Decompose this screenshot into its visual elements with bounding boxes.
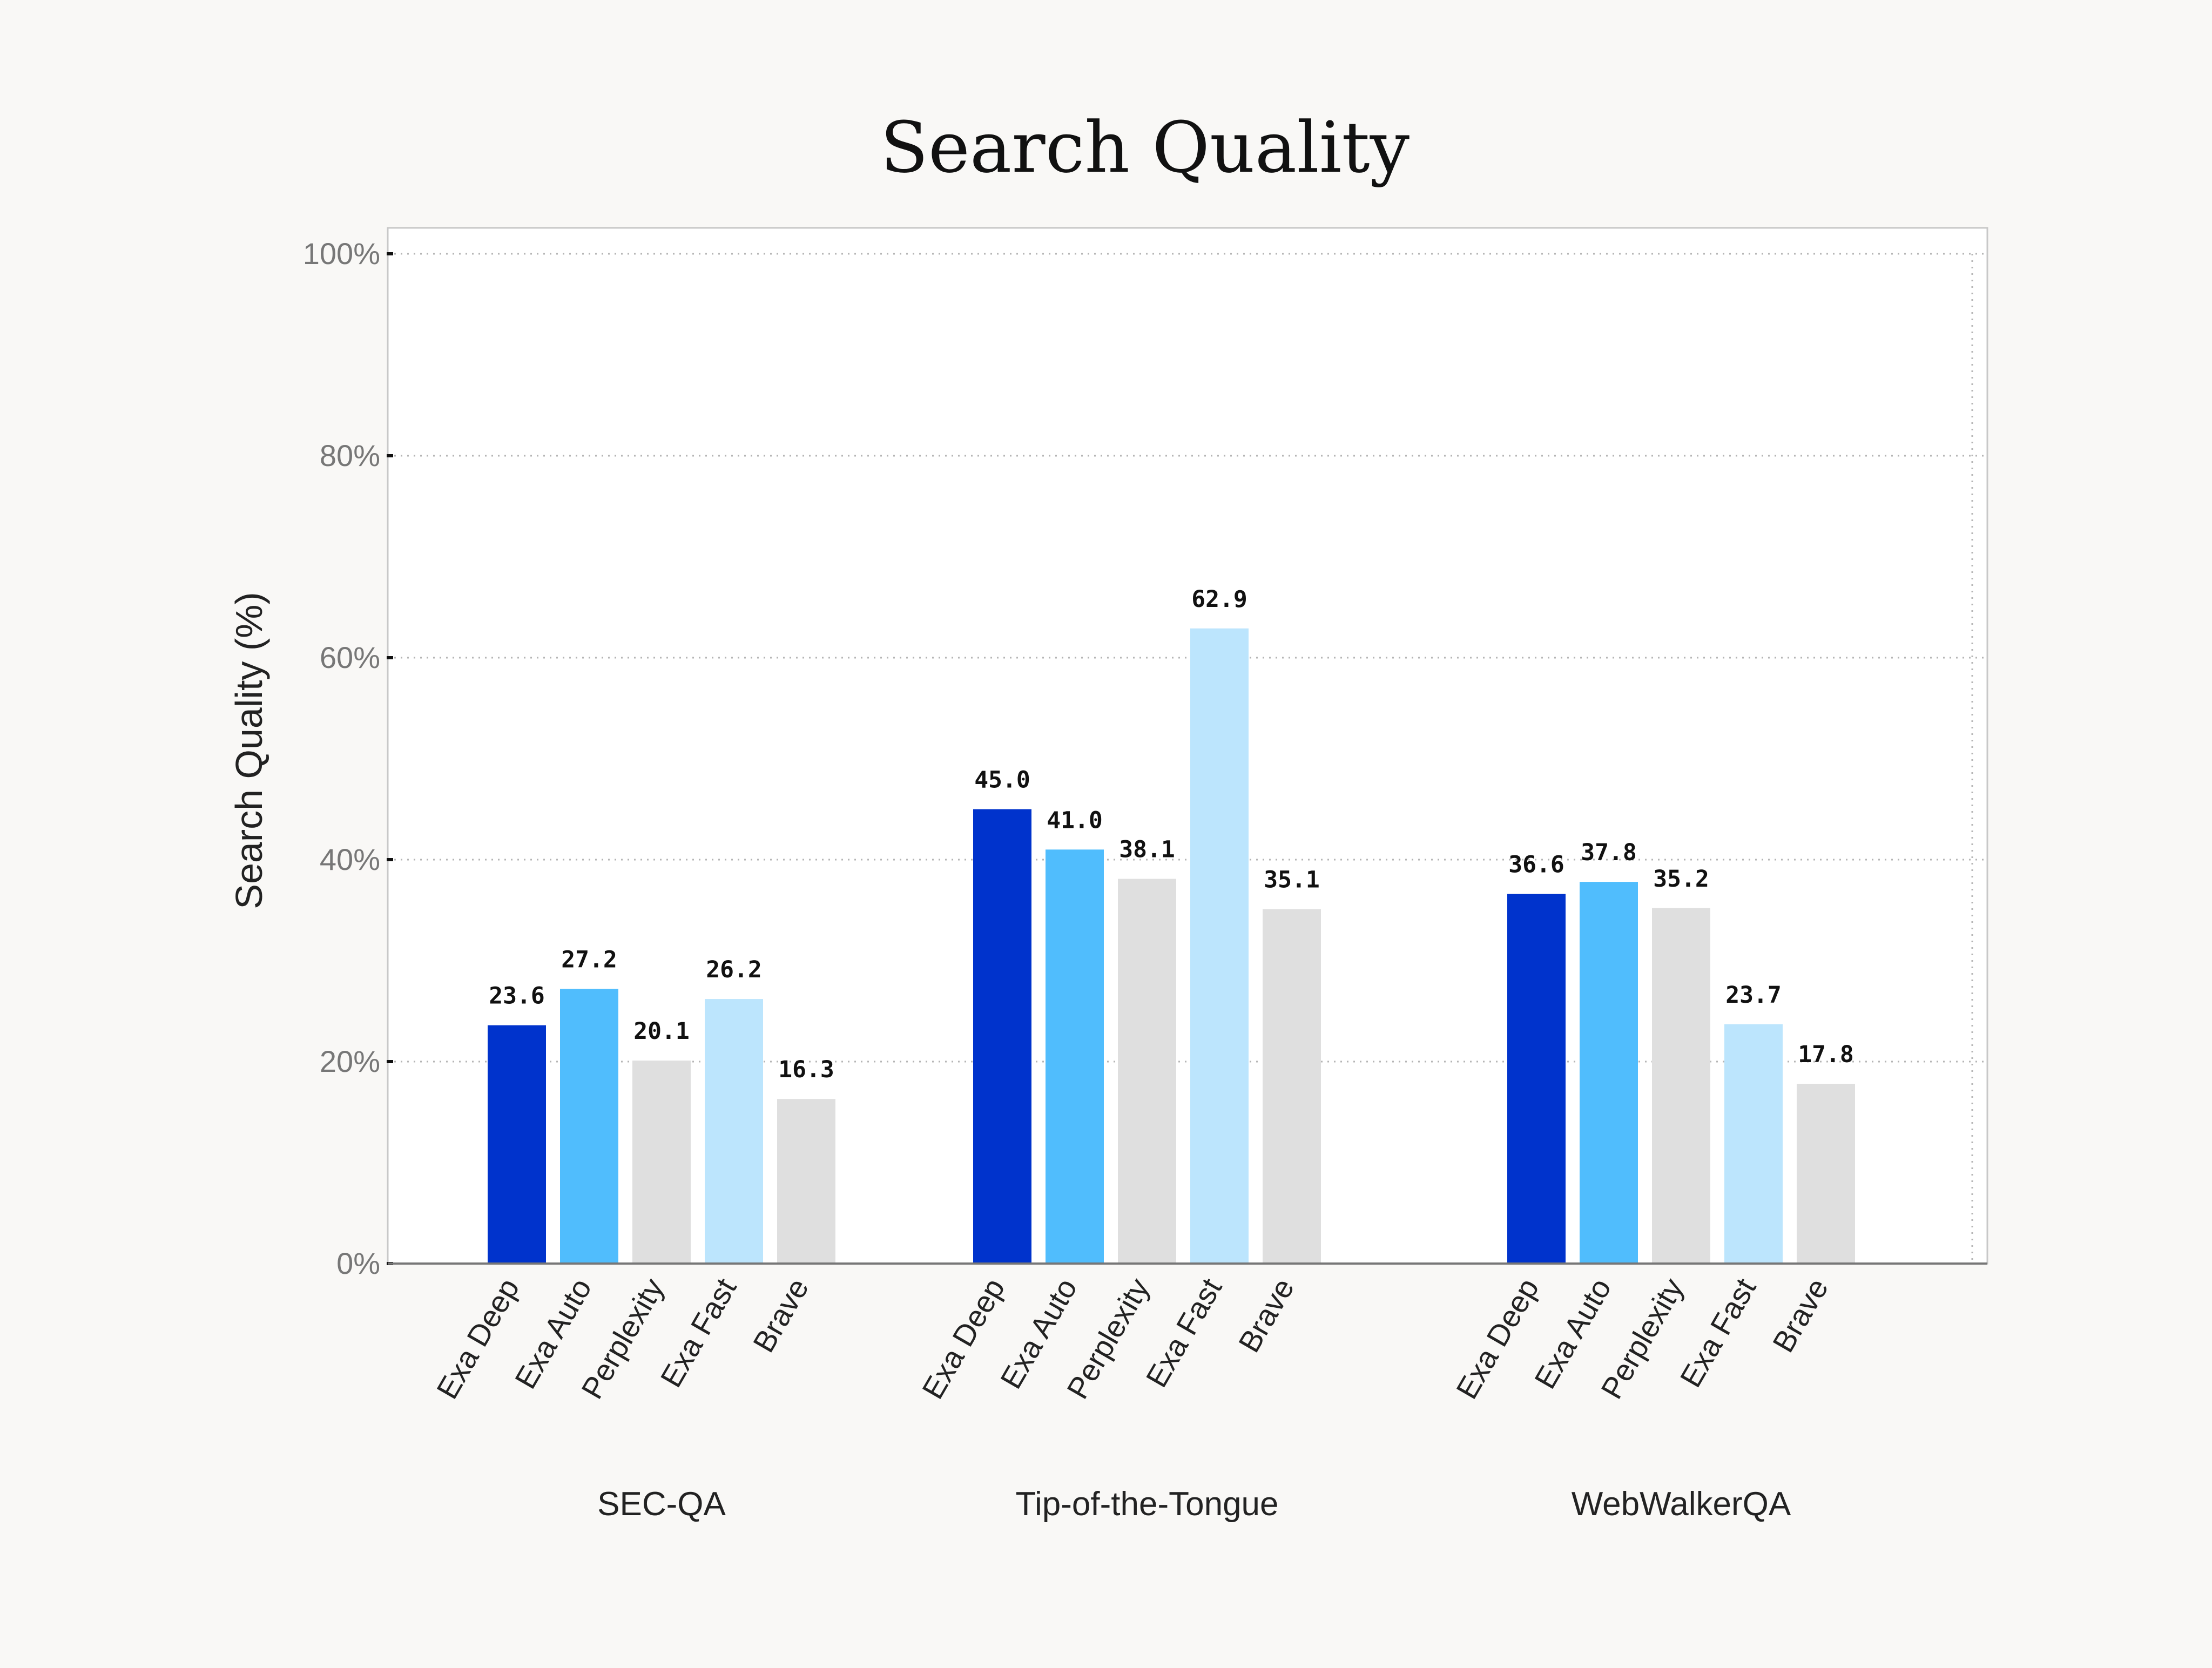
y-axis-ticks: 0% 20% 40% 60% 80% 100%	[303, 237, 393, 1280]
value-label: 16.3	[778, 1056, 834, 1083]
bar	[1118, 879, 1176, 1264]
bar	[632, 1061, 691, 1264]
bar	[1580, 882, 1638, 1264]
x-tick-label: Exa Deep	[1449, 1273, 1546, 1404]
value-label: 26.2	[706, 956, 762, 983]
bar	[1263, 909, 1321, 1264]
value-label: 27.2	[561, 946, 617, 973]
value-label: 45.0	[974, 767, 1030, 794]
y-tick-label: 80%	[320, 438, 380, 472]
bar	[973, 809, 1031, 1264]
value-label: 23.7	[1725, 982, 1782, 1009]
group-label: SEC-QA	[597, 1485, 726, 1523]
x-tick-label: Exa Deep	[430, 1273, 526, 1404]
y-axis-label: Search Quality (%)	[228, 592, 270, 909]
bar	[1507, 894, 1566, 1264]
x-tick-label: Brave	[746, 1273, 815, 1358]
value-label: 62.9	[1191, 586, 1247, 613]
bar	[1652, 908, 1710, 1264]
bar	[1190, 628, 1249, 1264]
value-label: 17.8	[1798, 1041, 1854, 1068]
group-label: Tip-of-the-Tongue	[1015, 1485, 1278, 1523]
bar	[705, 999, 763, 1264]
y-tick-label: 40%	[320, 842, 380, 876]
bars	[488, 628, 1855, 1264]
group-label: WebWalkerQA	[1572, 1485, 1791, 1523]
value-label: 41.0	[1047, 807, 1103, 834]
bar	[560, 989, 618, 1264]
value-label: 35.1	[1264, 867, 1320, 894]
y-tick-label: 60%	[320, 640, 380, 674]
x-tick-label: Brave	[1766, 1273, 1835, 1358]
bar	[777, 1099, 835, 1264]
bar	[1724, 1024, 1783, 1264]
x-tick-label: Exa Deep	[915, 1273, 1011, 1404]
y-tick-label: 20%	[320, 1044, 380, 1078]
bar	[1046, 849, 1104, 1264]
bar	[488, 1025, 546, 1264]
value-label: 23.6	[489, 983, 545, 1010]
bar	[1797, 1084, 1855, 1264]
value-label: 38.1	[1119, 836, 1175, 863]
chart-title: Search Quality	[880, 106, 1410, 188]
y-tick-label: 0%	[336, 1246, 380, 1280]
value-label: 36.6	[1508, 852, 1564, 879]
group-labels: SEC-QA Tip-of-the-Tongue WebWalkerQA	[597, 1485, 1791, 1523]
value-labels: 23.6 27.2 20.1 26.2 16.3 45.0 41.0 38.1 62.9 35.1…	[489, 586, 1854, 1083]
x-tick-label: Brave	[1232, 1273, 1301, 1358]
value-label: 20.1	[633, 1018, 690, 1045]
value-label: 37.8	[1581, 839, 1637, 866]
y-tick-label: 100%	[303, 237, 380, 271]
value-label: 35.2	[1653, 866, 1709, 893]
